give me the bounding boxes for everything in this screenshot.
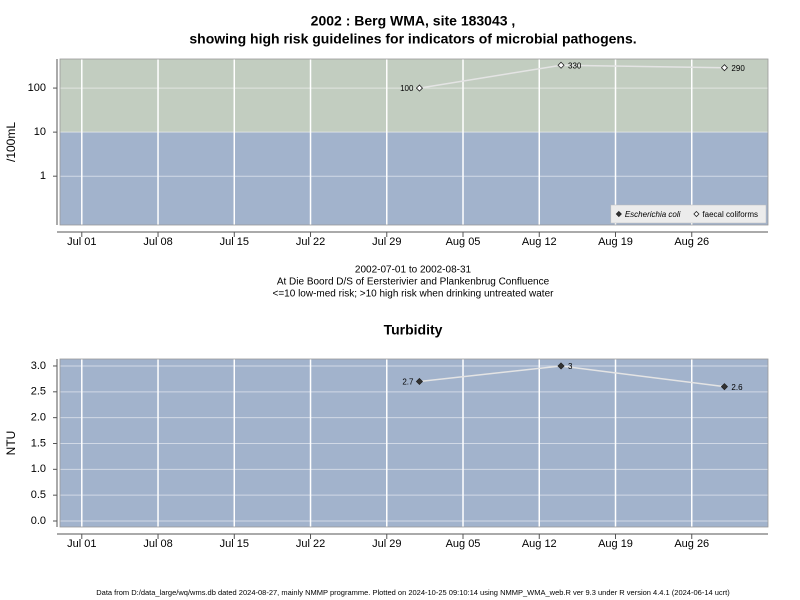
x-tick-label: Aug 26 (674, 236, 709, 248)
annotation: 2002-07-01 to 2002-08-31 (355, 265, 472, 276)
data-point (557, 362, 565, 370)
y-tick-label: 1.0 (31, 463, 46, 475)
y-tick-label: 1 (40, 170, 46, 182)
data-point (415, 84, 424, 92)
y-axis-title: NTU (4, 431, 18, 456)
data-point (557, 61, 565, 69)
x-tick-label: Aug 12 (522, 538, 557, 550)
risk-band (60, 59, 768, 133)
chart-title: showing high risk guidelines for indicat… (189, 31, 636, 47)
data-label: 3 (568, 362, 573, 371)
legend-box (610, 204, 767, 224)
data-label: 2.7 (402, 378, 414, 387)
data-label: 100 (400, 84, 414, 93)
y-tick-label: 2.0 (31, 412, 46, 424)
plot-frame (59, 358, 769, 528)
chart-title: Turbidity (384, 322, 443, 338)
x-tick-label: Jul 08 (143, 538, 172, 550)
data-label: 290 (731, 64, 745, 73)
data-point (720, 383, 728, 391)
data-point (415, 377, 424, 386)
plot-frame (59, 58, 769, 226)
legend-marker (693, 210, 700, 218)
x-tick-label: Aug 19 (598, 236, 633, 248)
footer: Data from D:/data_large/wq/wms.db dated … (96, 588, 730, 597)
y-tick-label: 1.5 (31, 437, 46, 449)
x-tick-label: Aug 05 (446, 236, 481, 248)
data-label: 2.6 (731, 383, 743, 392)
x-tick-label: Aug 12 (522, 236, 557, 248)
legend-label: Escherichia coli (625, 210, 681, 219)
y-tick-label: 2.5 (31, 386, 46, 398)
annotation: At Die Boord D/S of Eersterivier and Pla… (277, 277, 550, 288)
y-tick-label: 10 (34, 126, 46, 138)
x-tick-label: Aug 19 (598, 538, 633, 550)
annotation: <=10 low-med risk; >10 high risk when dr… (273, 289, 555, 300)
x-tick-label: Jul 08 (143, 236, 172, 248)
y-tick-label: 3.0 (31, 360, 46, 372)
legend-marker (615, 210, 622, 218)
x-tick-label: Jul 15 (220, 538, 249, 550)
x-tick-label: Aug 26 (674, 538, 709, 550)
y-tick-label: 100 (28, 82, 46, 94)
x-tick-label: Jul 01 (67, 236, 96, 248)
x-tick-label: Jul 22 (296, 538, 325, 550)
y-tick-label: 0.0 (31, 515, 46, 527)
y-axis-title: /100mL (4, 122, 18, 162)
x-tick-label: Jul 01 (67, 538, 96, 550)
x-tick-label: Jul 15 (220, 236, 249, 248)
chart-title: 2002 : Berg WMA, site 183043 , (311, 13, 516, 29)
legend: Escherichia coli faecal coliforms (610, 204, 767, 224)
x-tick-label: Jul 29 (372, 236, 401, 248)
y-tick-label: 0.5 (31, 489, 46, 501)
x-tick-label: Jul 29 (372, 538, 401, 550)
legend-label: faecal coliforms (702, 210, 758, 219)
x-tick-label: Aug 05 (446, 538, 481, 550)
x-tick-label: Jul 22 (296, 236, 325, 248)
data-point (720, 64, 728, 72)
data-label: 330 (568, 61, 582, 70)
